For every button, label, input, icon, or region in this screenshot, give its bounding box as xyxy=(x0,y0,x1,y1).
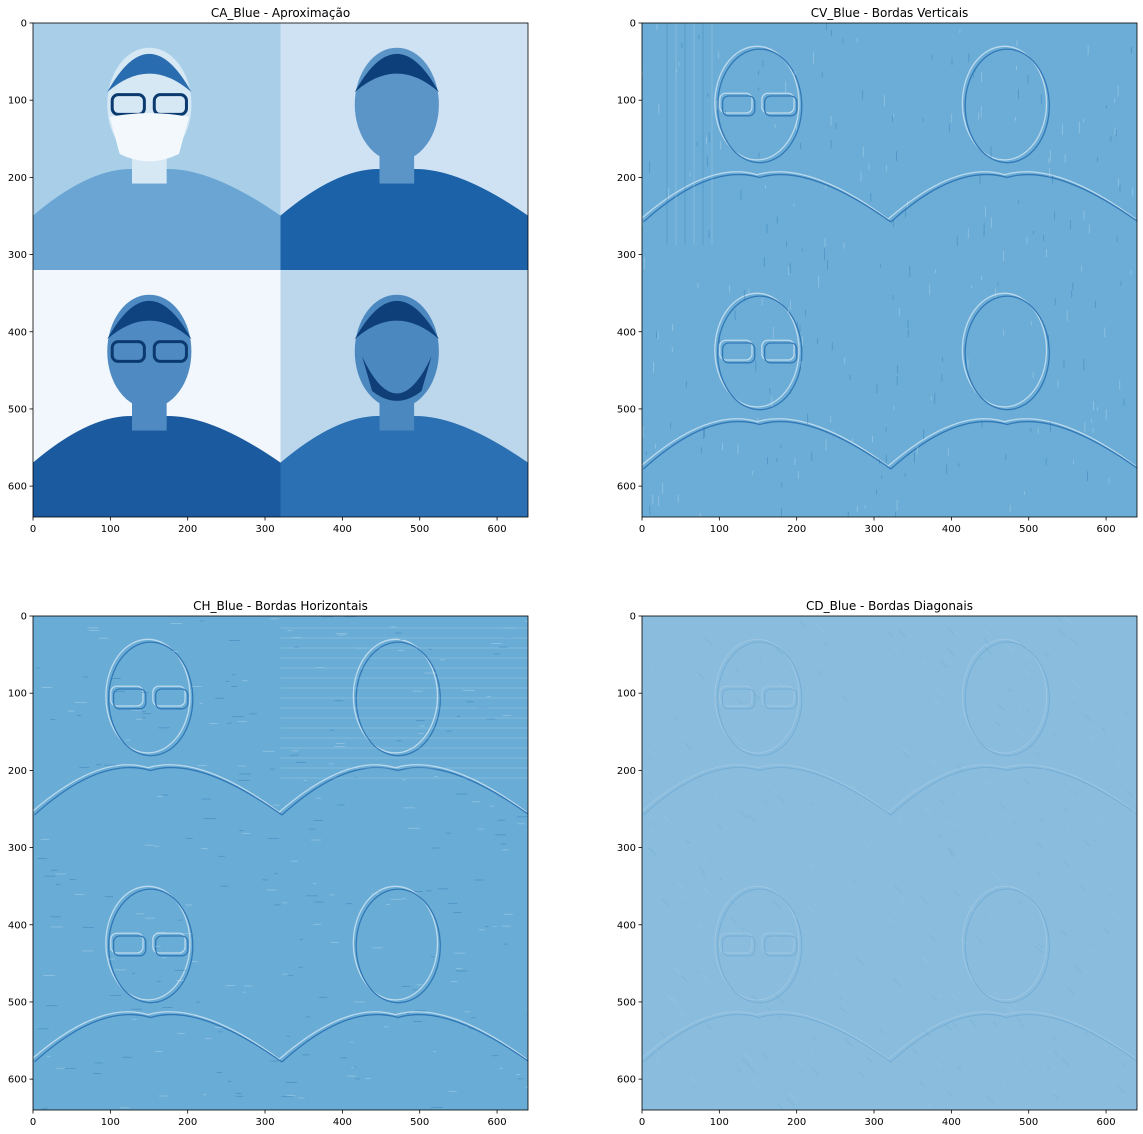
x-tick-label: 0 xyxy=(30,524,36,535)
x-tick-label: 600 xyxy=(1097,1117,1116,1128)
x-tick-label: 300 xyxy=(864,1117,883,1128)
edge-strokes xyxy=(642,638,1137,1063)
y-tick-label: 0 xyxy=(21,612,27,623)
y-tick-label: 0 xyxy=(630,19,636,30)
x-tick-label: 500 xyxy=(410,524,429,535)
x-tick-label: 600 xyxy=(488,524,507,535)
chart-title: CH_Blue - Bordas Horizontais xyxy=(193,599,368,613)
y-tick-label: 200 xyxy=(8,173,27,184)
x-tick-label: 300 xyxy=(255,524,274,535)
y-tick-label: 600 xyxy=(8,1075,27,1086)
y-tick-label: 0 xyxy=(21,19,27,30)
x-tick-label: 100 xyxy=(101,1117,120,1128)
y-tick-label: 200 xyxy=(617,766,636,777)
y-tick-label: 300 xyxy=(8,250,27,261)
x-tick-label: 500 xyxy=(1019,1117,1038,1128)
y-tick-label: 400 xyxy=(617,327,636,338)
x-tick-label: 0 xyxy=(639,524,645,535)
edge-strokes xyxy=(642,45,1137,470)
y-tick-label: 600 xyxy=(8,482,27,493)
x-tick-label: 200 xyxy=(787,1117,806,1128)
y-tick-label: 500 xyxy=(617,404,636,415)
texture xyxy=(648,616,1137,1110)
x-tick-label: 100 xyxy=(710,1117,729,1128)
subplot-3: CH_Blue - Bordas Horizontais 0 100 200 300 40… xyxy=(8,599,529,1128)
x-tick-label: 300 xyxy=(255,1117,274,1128)
y-tick-label: 100 xyxy=(8,689,27,700)
x-tick-label: 600 xyxy=(488,1117,507,1128)
heatmap-image xyxy=(642,616,1137,1110)
y-tick-label: 100 xyxy=(617,689,636,700)
chart-title: CA_Blue - Aproximação xyxy=(211,6,350,20)
axes-frame xyxy=(32,615,529,1111)
x-tick-label: 600 xyxy=(1097,524,1116,535)
x-tick-label: 0 xyxy=(30,1117,36,1128)
x-tick-label: 100 xyxy=(710,524,729,535)
x-tick-label: 200 xyxy=(787,524,806,535)
y-tick-label: 300 xyxy=(617,250,636,261)
x-tick-label: 400 xyxy=(942,1117,961,1128)
axes-frame xyxy=(641,22,1138,518)
subplot-1: CA_Blue - Aproximação 0 100 200 300 400 500 600… xyxy=(8,6,529,535)
x-tick-label: 500 xyxy=(1019,524,1038,535)
edge-strokes xyxy=(33,638,528,1063)
portrait-quadrant-4 xyxy=(280,270,528,517)
heatmap-image xyxy=(33,23,528,517)
x-tick-label: 100 xyxy=(101,524,120,535)
y-tick-label: 200 xyxy=(617,173,636,184)
y-tick-label: 0 xyxy=(630,612,636,623)
texture xyxy=(36,616,528,1110)
x-tick-label: 400 xyxy=(333,1117,352,1128)
y-tick-label: 400 xyxy=(617,920,636,931)
x-tick-label: 400 xyxy=(942,524,961,535)
axes-frame xyxy=(641,615,1138,1111)
portrait-quadrant-3 xyxy=(33,270,281,517)
x-tick-label: 300 xyxy=(864,524,883,535)
subplot-2: CV_Blue - Bordas Verticais 0 100 200 300 400 5… xyxy=(617,6,1138,535)
subplots: CA_Blue - Aproximação 0 100 200 300 400 500 600… xyxy=(8,6,1138,1128)
x-tick-label: 200 xyxy=(178,1117,197,1128)
y-tick-label: 500 xyxy=(617,997,636,1008)
x-tick-label: 200 xyxy=(178,524,197,535)
y-tick-label: 500 xyxy=(8,404,27,415)
y-tick-label: 500 xyxy=(8,997,27,1008)
portrait-quadrant-2 xyxy=(280,23,528,270)
x-tick-label: 400 xyxy=(333,524,352,535)
y-tick-label: 200 xyxy=(8,766,27,777)
texture xyxy=(642,23,1134,517)
portrait-quadrant-1 xyxy=(33,23,281,270)
chart-title: CV_Blue - Bordas Verticais xyxy=(811,6,969,20)
x-tick-label: 500 xyxy=(410,1117,429,1128)
y-tick-label: 300 xyxy=(8,843,27,854)
y-tick-label: 300 xyxy=(617,843,636,854)
y-tick-label: 400 xyxy=(8,920,27,931)
y-tick-label: 600 xyxy=(617,1075,636,1086)
y-tick-label: 400 xyxy=(8,327,27,338)
heatmap-image xyxy=(642,23,1137,517)
y-tick-label: 600 xyxy=(617,482,636,493)
subplot-4: CD_Blue - Bordas Diagonais 0 100 200 300 400 5… xyxy=(617,599,1138,1128)
y-tick-label: 100 xyxy=(8,96,27,107)
y-tick-label: 100 xyxy=(617,96,636,107)
heatmap-image xyxy=(33,616,528,1110)
chart-title: CD_Blue - Bordas Diagonais xyxy=(806,599,973,613)
x-tick-label: 0 xyxy=(639,1117,645,1128)
axes-frame xyxy=(32,22,529,518)
